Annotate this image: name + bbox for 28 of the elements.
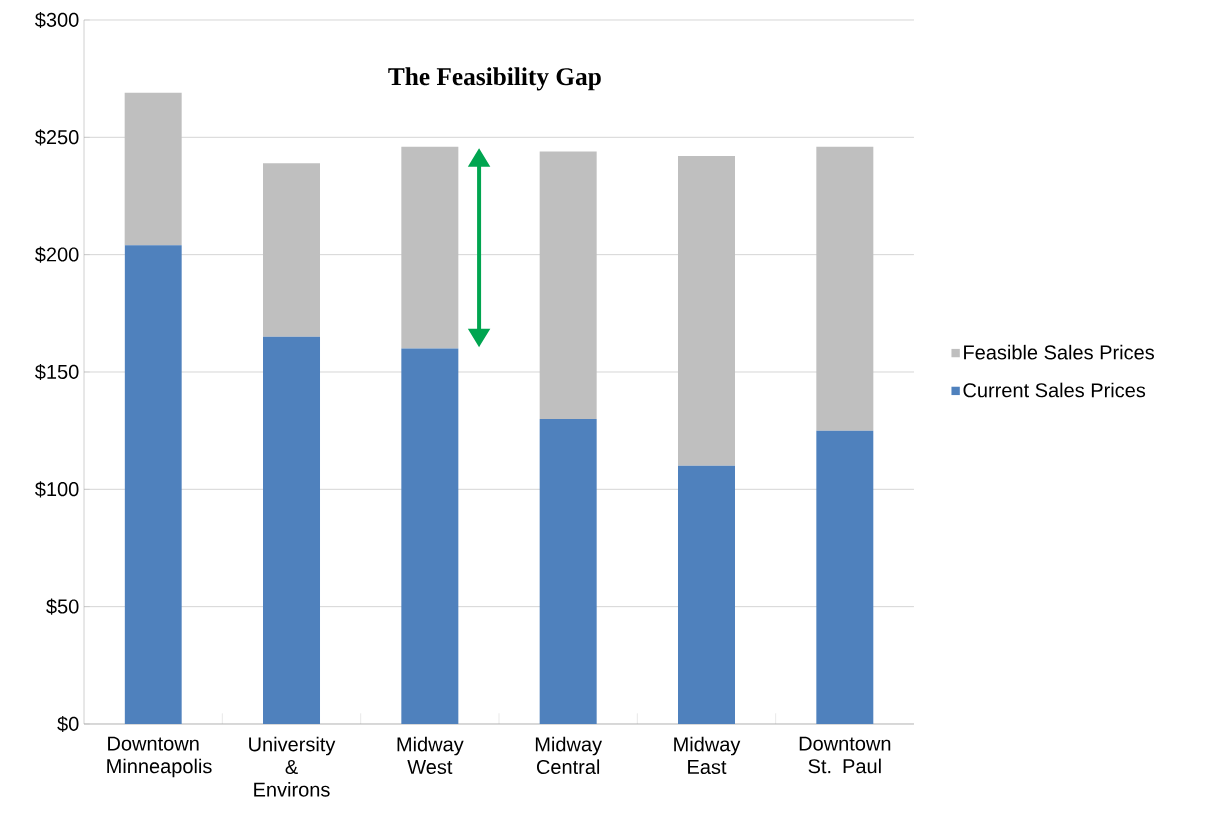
bar (539, 418, 597, 724)
y-tick-label: $50 (46, 598, 79, 615)
x-tick-label: Midway West (397, 736, 464, 775)
bar (816, 430, 874, 724)
y-tick-label: $100 (35, 481, 79, 498)
legend-label: Current Sales Prices (963, 382, 1146, 398)
y-tick-label: $200 (35, 246, 79, 263)
y-tick-label: $150 (35, 363, 79, 381)
text: The Feasibility Gap (388, 67, 601, 91)
bar (124, 245, 182, 724)
x-tick-label: Downtown St. Paul (799, 736, 891, 774)
y-tick-label: $250 (35, 129, 79, 146)
legend-label: Feasible Sales Prices (964, 344, 1154, 360)
bar (678, 465, 735, 724)
bar (124, 92, 182, 246)
bar (678, 156, 735, 466)
bar (263, 163, 321, 337)
x-tick-label: University & Environs (249, 736, 336, 797)
y-tick-label: $300 (35, 11, 79, 29)
bar (263, 336, 321, 724)
bar (401, 146, 459, 349)
y-tick-label: $0 (57, 715, 79, 733)
bar (401, 348, 459, 724)
x-tick-label: Midway East (674, 736, 741, 775)
bar (816, 146, 874, 431)
x-tick-label: Midway Central (535, 736, 603, 775)
x-tick-label: Downtown Minneapolis (107, 736, 212, 778)
bar (539, 151, 597, 419)
